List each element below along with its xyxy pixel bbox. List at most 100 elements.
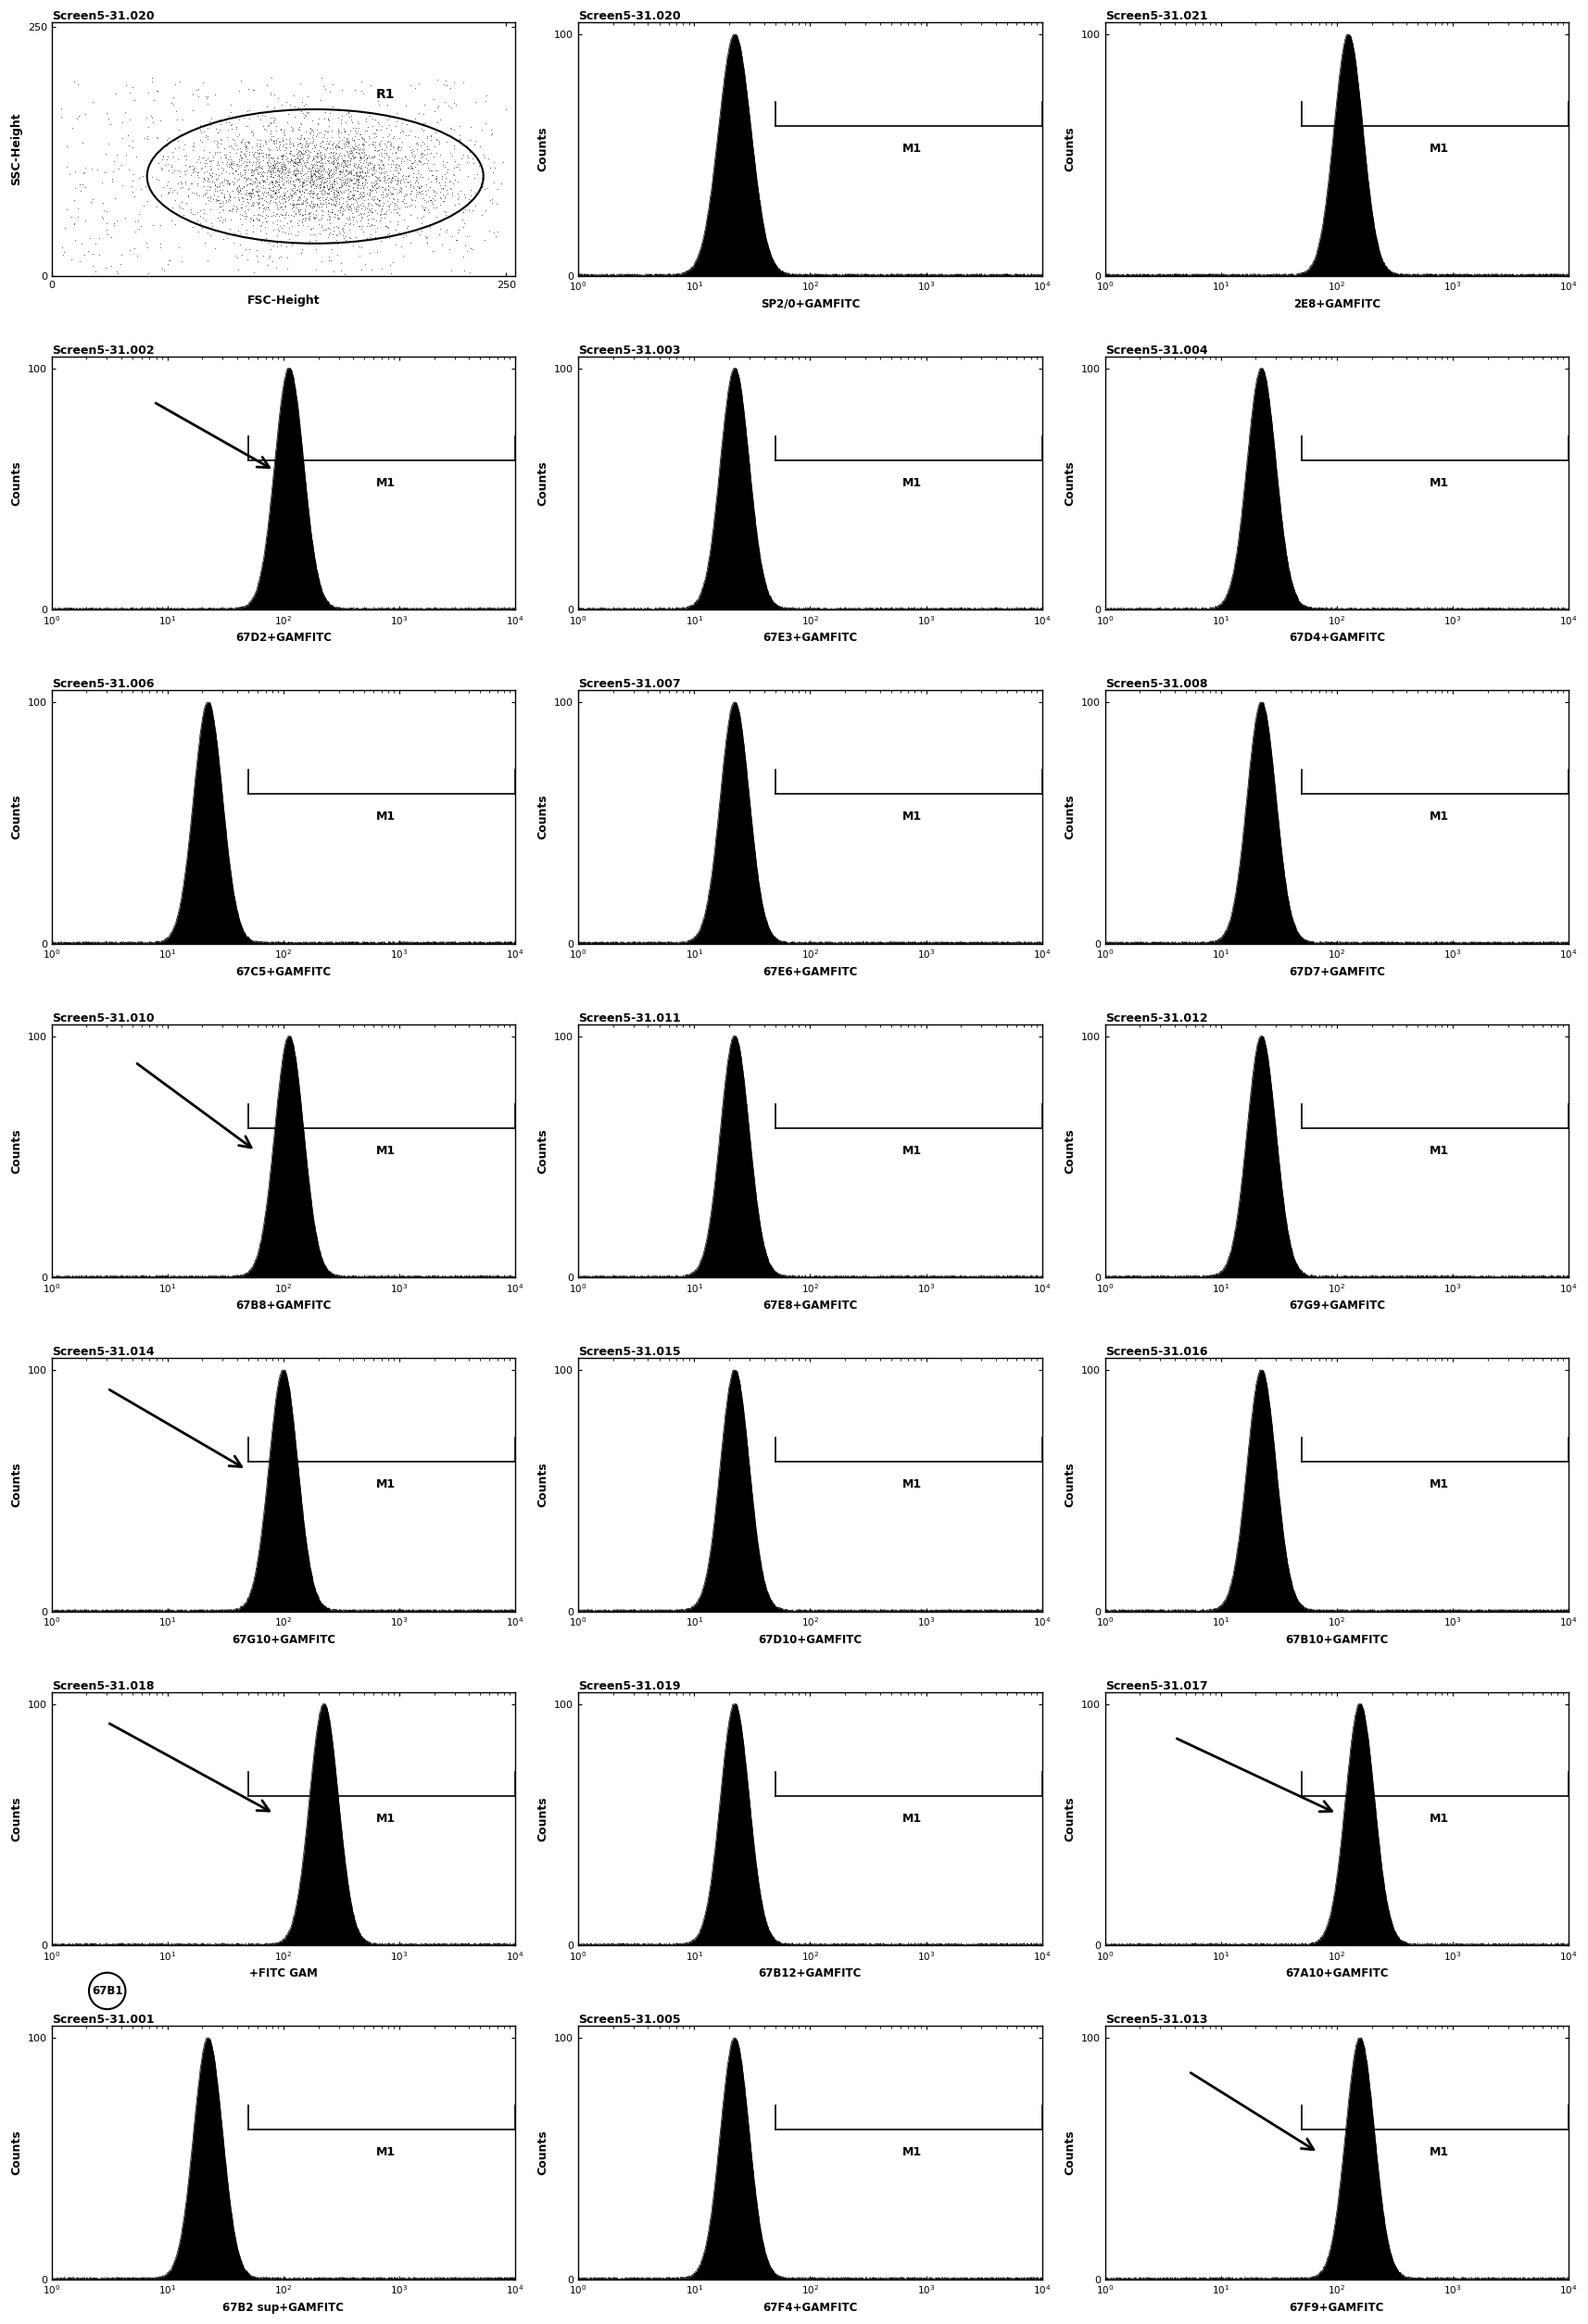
Point <box>268 153 294 191</box>
Point <box>424 88 449 125</box>
Point <box>186 214 211 251</box>
Point <box>205 160 230 198</box>
Point <box>265 149 291 186</box>
Point <box>264 156 289 193</box>
Point <box>260 151 286 188</box>
Point <box>367 125 392 163</box>
Point <box>322 179 348 216</box>
Point <box>248 125 273 163</box>
Point <box>192 186 218 223</box>
Point <box>332 160 357 198</box>
Point <box>322 174 348 211</box>
Point <box>224 239 249 277</box>
Point <box>303 198 329 235</box>
Point <box>392 167 418 205</box>
Point <box>251 181 276 218</box>
Point <box>273 179 299 216</box>
Point <box>145 72 170 109</box>
Point <box>286 193 311 230</box>
Point <box>259 139 284 177</box>
Point <box>395 116 421 153</box>
Point <box>337 188 362 225</box>
Point <box>259 163 284 200</box>
Point <box>281 149 306 186</box>
Point <box>407 170 432 207</box>
Point <box>376 137 402 174</box>
Point <box>197 146 222 184</box>
Point <box>408 144 434 181</box>
Point <box>365 188 391 225</box>
Point <box>305 135 330 172</box>
Point <box>407 172 432 209</box>
Point <box>376 218 402 256</box>
Point <box>265 158 291 195</box>
Point <box>289 128 314 165</box>
Point <box>232 149 257 186</box>
Point <box>205 125 230 163</box>
Point <box>248 144 273 181</box>
Point <box>294 139 319 177</box>
Point <box>218 146 243 184</box>
Point <box>281 167 306 205</box>
Point <box>316 170 341 207</box>
Point <box>260 195 286 232</box>
Point <box>308 114 333 151</box>
Point <box>297 202 322 239</box>
Point <box>292 125 318 163</box>
Point <box>391 179 416 216</box>
Point <box>368 142 394 179</box>
Point <box>219 172 245 209</box>
Point <box>333 146 359 184</box>
Point <box>305 153 330 191</box>
Point <box>256 135 281 172</box>
Point <box>275 160 300 198</box>
Point <box>411 112 437 149</box>
X-axis label: 67D2+GAMFITC: 67D2+GAMFITC <box>235 632 332 644</box>
Point <box>278 202 303 239</box>
Point <box>265 165 291 202</box>
Point <box>265 151 291 188</box>
Point <box>343 144 368 181</box>
Point <box>284 172 310 209</box>
Point <box>286 163 311 200</box>
Point <box>245 172 270 209</box>
Point <box>306 144 332 181</box>
Point <box>238 114 264 151</box>
Point <box>295 149 321 186</box>
Point <box>132 119 157 156</box>
Point <box>214 172 240 209</box>
Point <box>484 186 510 223</box>
Point <box>364 151 389 188</box>
Text: Screen5-31.012: Screen5-31.012 <box>1105 1011 1207 1025</box>
Point <box>48 91 73 128</box>
Point <box>248 202 273 239</box>
Point <box>305 179 330 216</box>
Point <box>251 163 276 200</box>
Point <box>326 209 351 246</box>
Point <box>397 142 422 179</box>
Point <box>191 163 216 200</box>
Point <box>230 167 256 205</box>
Point <box>256 107 281 144</box>
Point <box>167 153 192 191</box>
Point <box>330 142 356 179</box>
Point <box>294 128 319 165</box>
Point <box>305 158 330 195</box>
Point <box>300 102 326 139</box>
Point <box>348 139 373 177</box>
Point <box>225 151 251 188</box>
Point <box>329 195 354 232</box>
Point <box>375 207 400 244</box>
Point <box>346 125 372 163</box>
Point <box>254 160 279 198</box>
Point <box>403 125 429 163</box>
Point <box>246 188 272 225</box>
Point <box>272 186 297 223</box>
Point <box>103 253 129 290</box>
Point <box>260 146 286 184</box>
Point <box>381 179 407 216</box>
Point <box>367 158 392 195</box>
Point <box>368 170 394 207</box>
Point <box>303 119 329 156</box>
Point <box>335 125 360 163</box>
